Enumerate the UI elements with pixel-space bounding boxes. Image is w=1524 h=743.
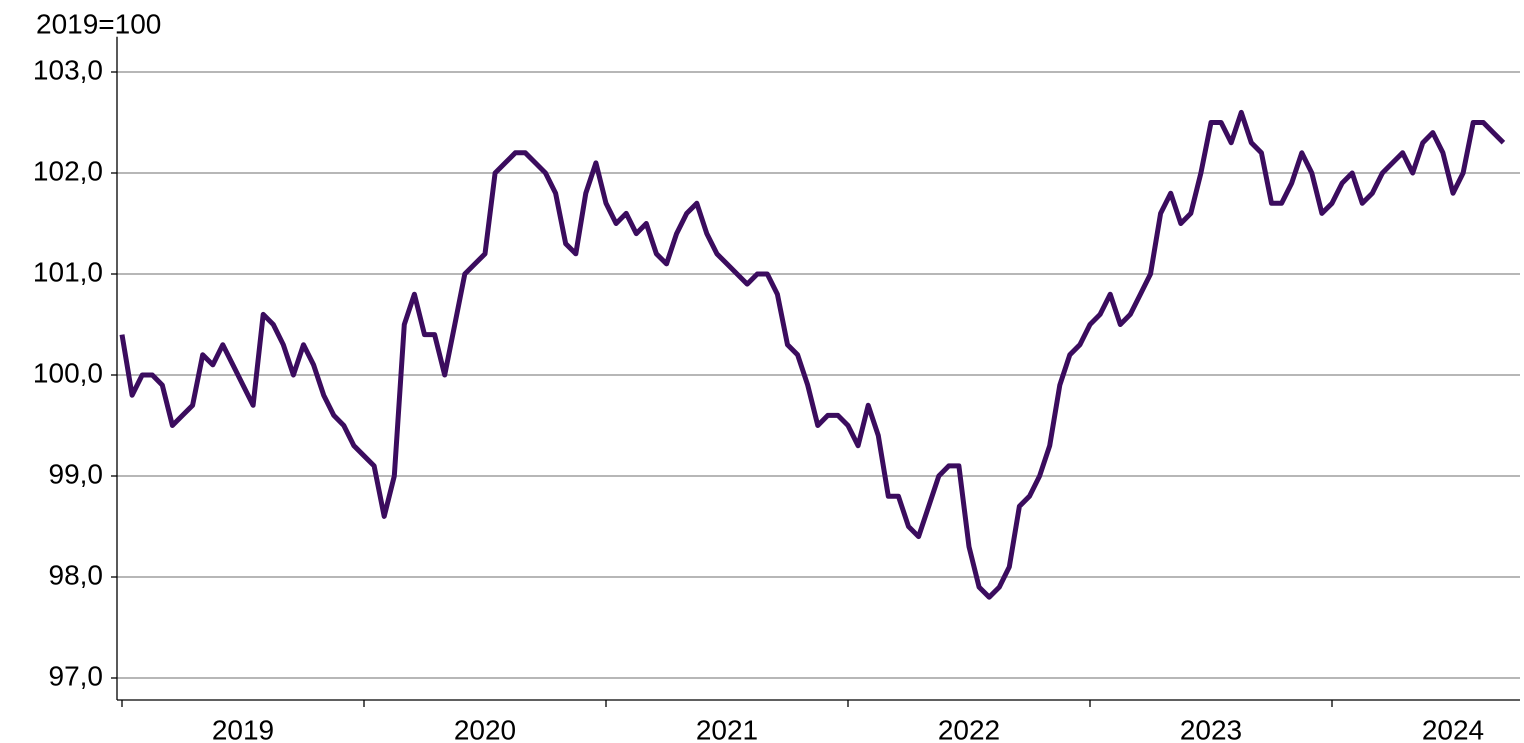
y-tick-label: 99,0 <box>49 458 104 489</box>
y-tick-label: 103,0 <box>33 54 103 85</box>
x-tick-label: 2023 <box>1180 714 1242 743</box>
x-tick-label: 2024 <box>1422 714 1484 743</box>
y-tick-label: 98,0 <box>49 559 104 590</box>
y-tick-label: 102,0 <box>33 155 103 186</box>
x-tick-label: 2020 <box>454 714 516 743</box>
x-tick-label: 2022 <box>938 714 1000 743</box>
y-tick-label: 101,0 <box>33 256 103 287</box>
data-line <box>119 109 1506 600</box>
x-tick-label: 2019 <box>212 714 274 743</box>
y-tick-label: 100,0 <box>33 357 103 388</box>
x-tick-label: 2021 <box>696 714 758 743</box>
y-axis-label: 2019=100 <box>36 8 161 39</box>
y-tick-label: 97,0 <box>49 660 104 691</box>
